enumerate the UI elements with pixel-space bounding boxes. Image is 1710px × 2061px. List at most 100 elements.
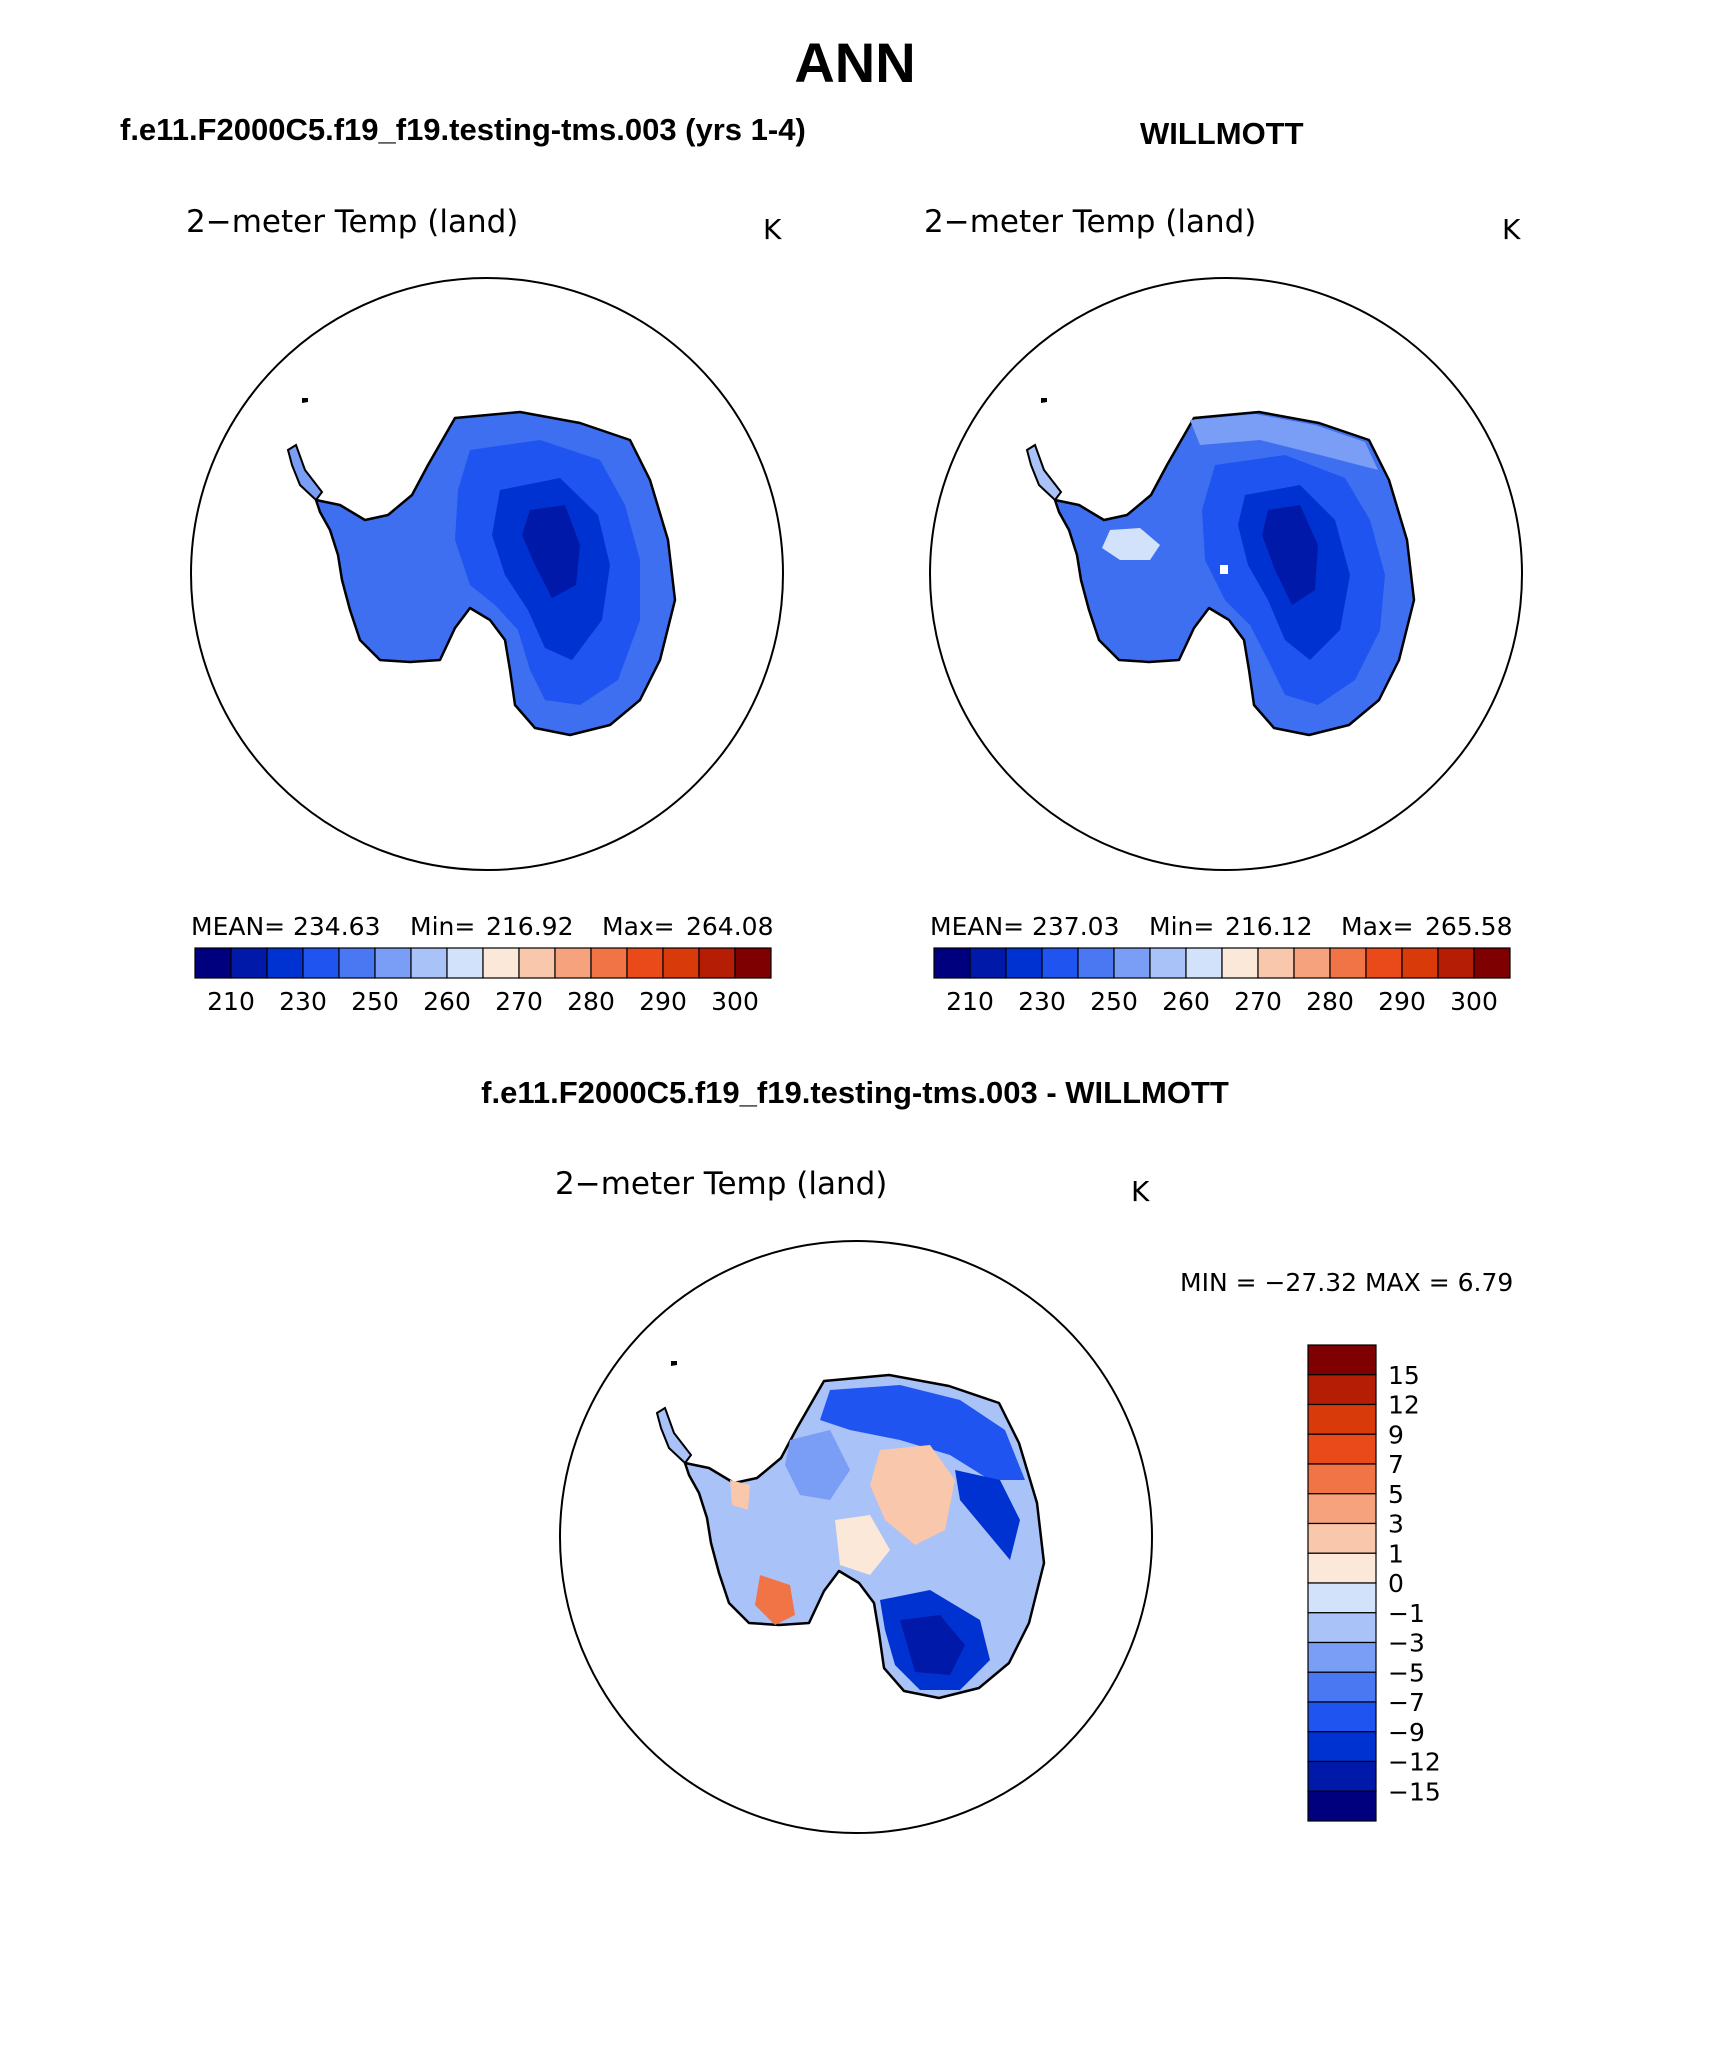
right-colorbar-swatch-13 xyxy=(1401,947,1439,979)
diff-colorbar-swatch-6 xyxy=(1307,1522,1377,1554)
left-colorbar-tick-2: 250 xyxy=(351,987,399,1016)
left-colorbar-swatch-6 xyxy=(410,947,448,979)
difference-map-boundary xyxy=(559,1240,1153,1834)
right-units-label: K xyxy=(1502,213,1521,246)
right-colorbar-tick-5: 280 xyxy=(1306,987,1354,1016)
diff-colorbar-tick-8: −1 xyxy=(1388,1599,1425,1628)
diff-peninsula xyxy=(655,1406,693,1465)
right-colorbar-swatch-2 xyxy=(1005,947,1043,979)
left-colorbar-swatch-8 xyxy=(482,947,520,979)
diff-colorbar-tick-1: 12 xyxy=(1388,1391,1420,1420)
right-colorbar-swatch-14 xyxy=(1437,947,1475,979)
right-max-value: 265.58 xyxy=(1425,912,1512,941)
diff-colorbar-tick-11: −7 xyxy=(1388,1688,1425,1717)
diff-ross-side-cold-core xyxy=(900,1615,965,1675)
diff-colorbar-tick-13: −12 xyxy=(1388,1748,1441,1777)
right-colorbar-tick-0: 210 xyxy=(946,987,994,1016)
left-colorbar-swatch-2 xyxy=(266,947,304,979)
left-colorbar-tick-5: 280 xyxy=(567,987,615,1016)
left-mean-value: 234.63 xyxy=(293,912,380,941)
diff-colorbar-tick-2: 9 xyxy=(1388,1420,1404,1449)
diff-colorbar-tick-5: 3 xyxy=(1388,1510,1404,1539)
left-colorbar-tick-1: 230 xyxy=(279,987,327,1016)
right-min-value: 216.12 xyxy=(1225,912,1312,941)
diff-colorbar-swatch-15 xyxy=(1307,1790,1377,1822)
diff-east-cold xyxy=(820,1385,1025,1480)
right-colorbar-tick-6: 290 xyxy=(1378,987,1426,1016)
right-west-warm xyxy=(1102,528,1160,560)
left-max-label: Max= xyxy=(602,912,675,941)
right-peninsula xyxy=(1025,443,1063,502)
left-min-value: 216.92 xyxy=(486,912,573,941)
left-colorbar: 210 230 250 260 270 280 290 300 xyxy=(194,947,772,1016)
diff-interior-warm xyxy=(870,1445,955,1545)
diff-colorbar-tick-7: 0 xyxy=(1388,1569,1404,1598)
difference-panel-header: f.e11.F2000C5.f19_f19.testing-tms.003 - … xyxy=(481,1075,1229,1110)
left-map xyxy=(190,277,784,871)
left-colorbar-swatch-4 xyxy=(338,947,376,979)
left-min-label: Min= xyxy=(410,912,475,941)
diff-colorbar-swatch-7 xyxy=(1307,1552,1377,1584)
right-colorbar-swatch-7 xyxy=(1185,947,1223,979)
diff-interior-warm-2 xyxy=(835,1515,890,1575)
left-colorbar-tick-0: 210 xyxy=(207,987,255,1016)
right-island xyxy=(1041,398,1047,403)
diff-colorbar-swatch-0 xyxy=(1307,1344,1377,1376)
right-colorbar-swatch-5 xyxy=(1113,947,1151,979)
diff-colorbar-tick-4: 5 xyxy=(1388,1480,1404,1509)
left-island xyxy=(302,398,308,403)
diff-colorbar-tick-6: 1 xyxy=(1388,1539,1404,1568)
left-colorbar-swatch-5 xyxy=(374,947,412,979)
diff-colorbar-swatch-13 xyxy=(1307,1731,1377,1763)
left-colorbar-swatch-7 xyxy=(446,947,484,979)
left-peninsula xyxy=(286,443,324,502)
right-colorbar-swatch-10 xyxy=(1293,947,1331,979)
right-max-label: Max= xyxy=(1341,912,1414,941)
right-map xyxy=(929,277,1523,871)
diff-island-2 xyxy=(574,1419,580,1430)
left-max-value: 264.08 xyxy=(686,912,773,941)
right-colorbar-swatch-1 xyxy=(969,947,1007,979)
left-colorbar-swatch-0 xyxy=(194,947,232,979)
right-coast-light xyxy=(1190,414,1378,470)
diff-colorbar-swatch-5 xyxy=(1307,1493,1377,1525)
right-colorbar-tick-1: 230 xyxy=(1018,987,1066,1016)
left-map-boundary xyxy=(190,277,784,871)
left-mean-label: MEAN= xyxy=(191,912,285,941)
diff-colorbar-swatch-8 xyxy=(1307,1582,1377,1614)
right-colorbar-swatch-0 xyxy=(933,947,971,979)
right-missing-cell xyxy=(1220,565,1228,574)
diff-peninsula-light xyxy=(730,1480,750,1510)
diff-var-label: 2−meter Temp (land) xyxy=(555,1166,887,1202)
left-colorbar-swatch-15 xyxy=(734,947,772,979)
left-colorbar-tick-6: 290 xyxy=(639,987,687,1016)
right-stats: MEAN= 237.03 Min= 216.12 Max= 265.58 xyxy=(930,912,1512,941)
left-plateau-min xyxy=(522,505,580,598)
right-colorbar-swatch-4 xyxy=(1077,947,1115,979)
diff-east-coast-cold xyxy=(955,1470,1020,1560)
right-panel-header: WILLMOTT xyxy=(1140,116,1304,151)
right-colorbar-tick-2: 250 xyxy=(1090,987,1138,1016)
diff-colorbar-swatch-2 xyxy=(1307,1403,1377,1435)
diff-colorbar-tick-9: −3 xyxy=(1388,1629,1425,1658)
diff-colorbar-tick-14: −15 xyxy=(1388,1777,1441,1806)
right-map-boundary xyxy=(929,277,1523,871)
diff-colorbar-swatch-3 xyxy=(1307,1433,1377,1465)
right-min-label: Min= xyxy=(1149,912,1214,941)
right-colorbar-swatch-3 xyxy=(1041,947,1079,979)
right-colorbar-swatch-11 xyxy=(1329,947,1367,979)
diff-island xyxy=(671,1361,677,1366)
right-colorbar: 210 230 250 260 270 280 290 300 xyxy=(933,947,1511,1016)
left-colorbar-swatch-9 xyxy=(518,947,556,979)
left-colorbar-swatch-10 xyxy=(554,947,592,979)
right-mean-label: MEAN= xyxy=(930,912,1024,941)
right-plateau-min xyxy=(1262,505,1318,605)
diff-minmax-text: MIN = −27.32 MAX = 6.79 xyxy=(1180,1268,1513,1297)
diff-colorbar-swatch-14 xyxy=(1307,1760,1377,1792)
left-units-label: K xyxy=(763,213,782,246)
diff-colorbar-tick-12: −9 xyxy=(1388,1718,1425,1747)
right-colorbar-tick-3: 260 xyxy=(1162,987,1210,1016)
left-colorbar-swatch-14 xyxy=(698,947,736,979)
